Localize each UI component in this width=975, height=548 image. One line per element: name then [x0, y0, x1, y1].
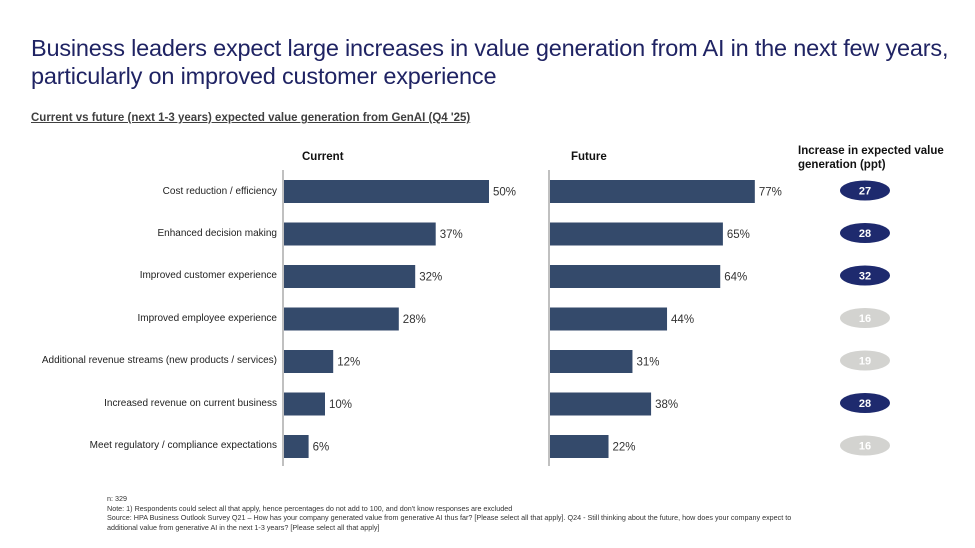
- panel-label-current: Current: [302, 151, 344, 163]
- chart-subtitle: Current vs future (next 1-3 years) expec…: [31, 112, 471, 124]
- increase-value: 16: [859, 441, 871, 453]
- value-label-current: 50%: [493, 187, 516, 199]
- value-label-future: 22%: [613, 442, 636, 454]
- increase-pill: [840, 350, 890, 371]
- footnotes: n: 329 Note: 1) Respondents could select…: [107, 494, 967, 532]
- increase-pill: [840, 223, 890, 243]
- bar-current: [284, 392, 325, 416]
- increase-pill: [840, 308, 890, 328]
- bar-current: [284, 435, 309, 458]
- footnote-note: Note: 1) Respondents could select all th…: [107, 503, 513, 513]
- category-label: Improved customer experience: [139, 270, 277, 281]
- increase-value: 32: [859, 271, 871, 283]
- value-label-current: 12%: [337, 357, 360, 369]
- panel-label-future: Future: [571, 151, 607, 163]
- category-label: Improved employee experience: [137, 313, 277, 324]
- bar-current: [284, 265, 416, 288]
- bar-future: [550, 392, 652, 416]
- increase-value: 27: [859, 186, 871, 198]
- increase-pill: [840, 393, 890, 413]
- value-label-current: 37%: [440, 229, 463, 241]
- category-label: Cost reduction / efficiency: [162, 186, 277, 197]
- bar-current: [284, 350, 334, 373]
- increase-pill: [840, 435, 890, 456]
- increase-value: 19: [859, 356, 871, 368]
- bar-future: [550, 350, 633, 373]
- page-title: Business leaders expect large increases …: [31, 35, 949, 89]
- increase-pill: [840, 180, 890, 201]
- increase-value: 28: [859, 398, 871, 410]
- footnote-source-cont: additional value from generative AI in t…: [107, 522, 380, 532]
- category-label: Enhanced decision making: [157, 228, 277, 239]
- value-label-future: 38%: [655, 399, 678, 411]
- bar-future: [550, 180, 755, 203]
- increase-value: 28: [859, 228, 871, 240]
- value-label-future: 44%: [671, 314, 694, 326]
- value-label-future: 64%: [724, 272, 747, 284]
- footnote-source: Source: HPA Business Outlook Survey Q21 …: [107, 513, 792, 523]
- category-label: Increased revenue on current business: [104, 398, 277, 409]
- value-label-future: 31%: [636, 357, 659, 369]
- value-label-current: 32%: [419, 272, 442, 284]
- bar-current: [284, 222, 436, 246]
- value-label-current: 10%: [329, 399, 352, 411]
- increase-value: 16: [859, 313, 871, 325]
- increase-pill: [840, 265, 890, 286]
- bar-future: [550, 265, 721, 288]
- sample-size: n: 329: [107, 494, 127, 503]
- bar-future: [550, 307, 668, 331]
- bar-future: [550, 222, 723, 246]
- value-label-current: 6%: [313, 442, 330, 454]
- bar-current: [284, 180, 489, 203]
- category-label: Additional revenue streams (new products…: [41, 355, 277, 366]
- value-label-current: 28%: [403, 314, 426, 326]
- increase-column-header: Increase in expected value generation (p…: [798, 145, 944, 171]
- value-label-future: 65%: [727, 229, 750, 241]
- bar-future: [550, 435, 609, 458]
- bar-current: [284, 307, 399, 331]
- category-label: Meet regulatory / compliance expectation…: [89, 440, 277, 451]
- value-label-future: 77%: [759, 187, 782, 199]
